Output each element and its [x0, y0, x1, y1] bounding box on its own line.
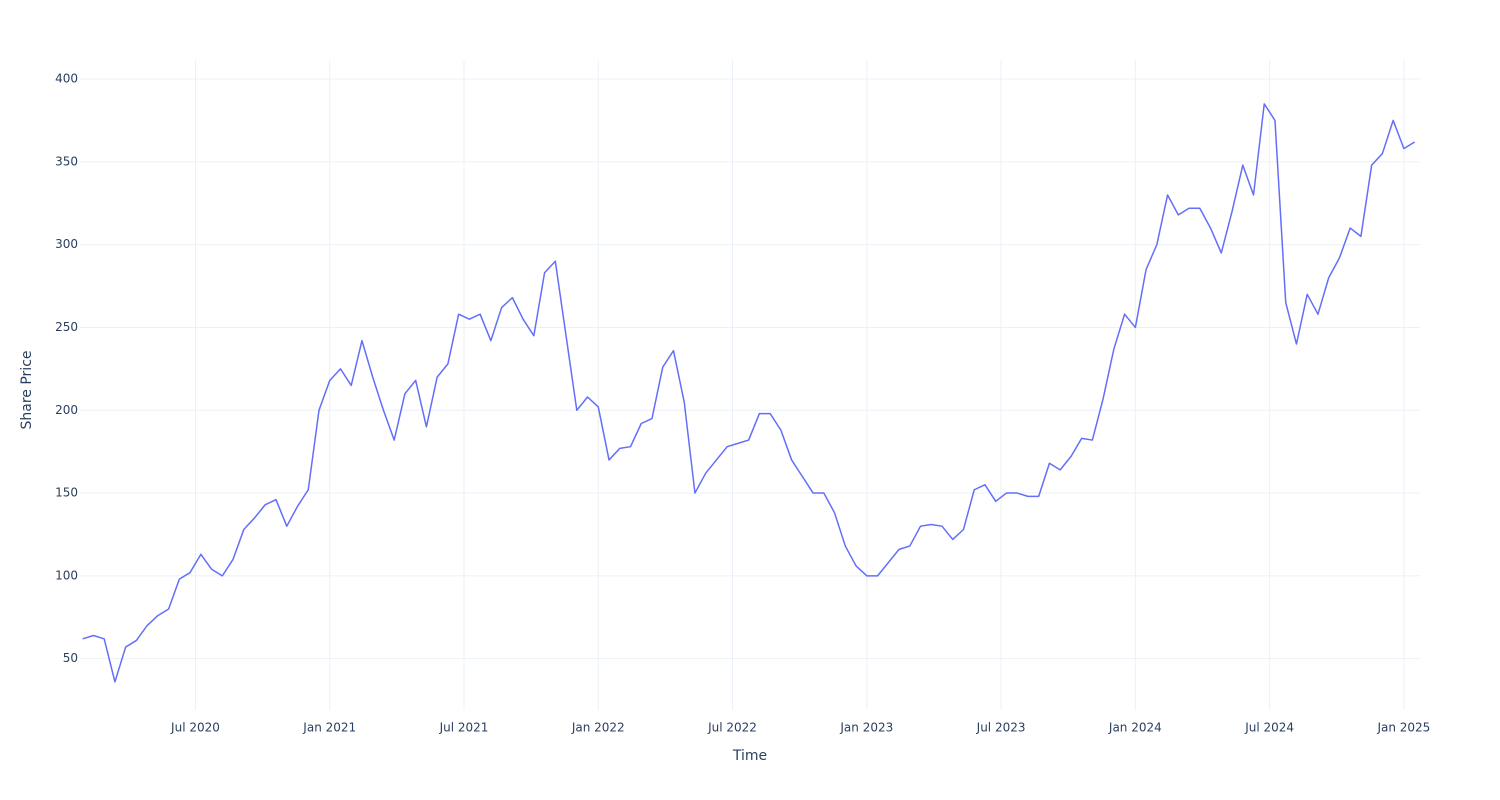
- y-tick-label: 50: [63, 651, 78, 665]
- y-tick-label: 300: [55, 237, 78, 251]
- y-axis-title: Share Price: [19, 350, 35, 429]
- x-tick-label: Jul 2021: [439, 721, 489, 735]
- x-tick-label: Jul 2024: [1244, 721, 1294, 735]
- y-tick-label: 100: [55, 568, 78, 582]
- x-tick-label: Jan 2021: [302, 721, 356, 735]
- x-tick-label: Jul 2022: [707, 721, 757, 735]
- y-tick-label: 150: [55, 486, 78, 500]
- price-line: [82, 103, 1416, 683]
- x-tick-label: Jan 2023: [839, 721, 893, 735]
- y-tick-label: 250: [55, 320, 78, 334]
- x-tick-label: Jan 2022: [571, 721, 625, 735]
- x-tick-label: Jan 2025: [1376, 721, 1430, 735]
- y-tick-label: 200: [55, 403, 78, 417]
- x-tick-label: Jul 2020: [170, 721, 220, 735]
- x-axis-title: Time: [732, 748, 767, 764]
- x-tick-label: Jan 2024: [1108, 721, 1162, 735]
- x-tick-label: Jul 2023: [976, 721, 1026, 735]
- y-tick-label: 400: [55, 72, 78, 86]
- y-tick-label: 350: [55, 154, 78, 168]
